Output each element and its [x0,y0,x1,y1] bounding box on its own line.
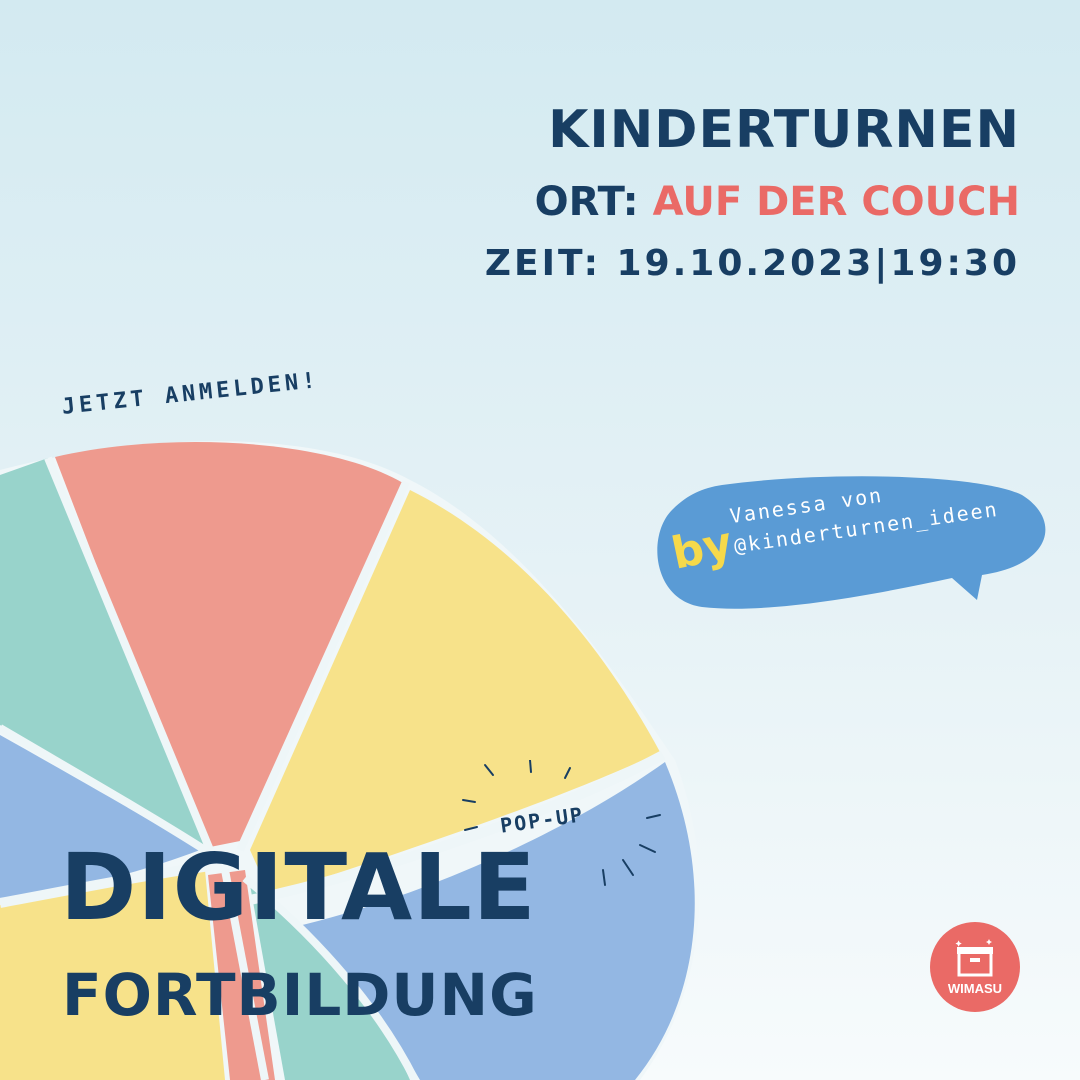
logo-text: WIMASU [947,980,1003,996]
event-title: KINDERTURNEN [548,100,1020,160]
time-value: 19.10.2023|19:30 [616,243,1020,284]
location-row: ORT: AUF DER COUCH [485,178,1020,226]
time-row: ZEIT: 19.10.2023|19:30 [485,242,1020,286]
speech-bubble: by Vanessa von @kinderturnen_ideen [652,475,1052,615]
box-icon [955,938,993,976]
sparkle-rays-icon [462,760,661,886]
speech-bubble-shape [657,476,1046,609]
event-info: KINDERTURNEN ORT: AUF DER COUCH ZEIT: 19… [485,100,1020,286]
location-label: ORT: [534,179,639,225]
time-label: ZEIT: [484,243,601,284]
location-value: AUF DER COUCH [652,179,1020,225]
headline-line1: DIGITALE [60,834,537,941]
wimasu-logo[interactable]: WIMASU [930,922,1020,1012]
headline-line2: FORTBILDUNG [62,961,538,1029]
